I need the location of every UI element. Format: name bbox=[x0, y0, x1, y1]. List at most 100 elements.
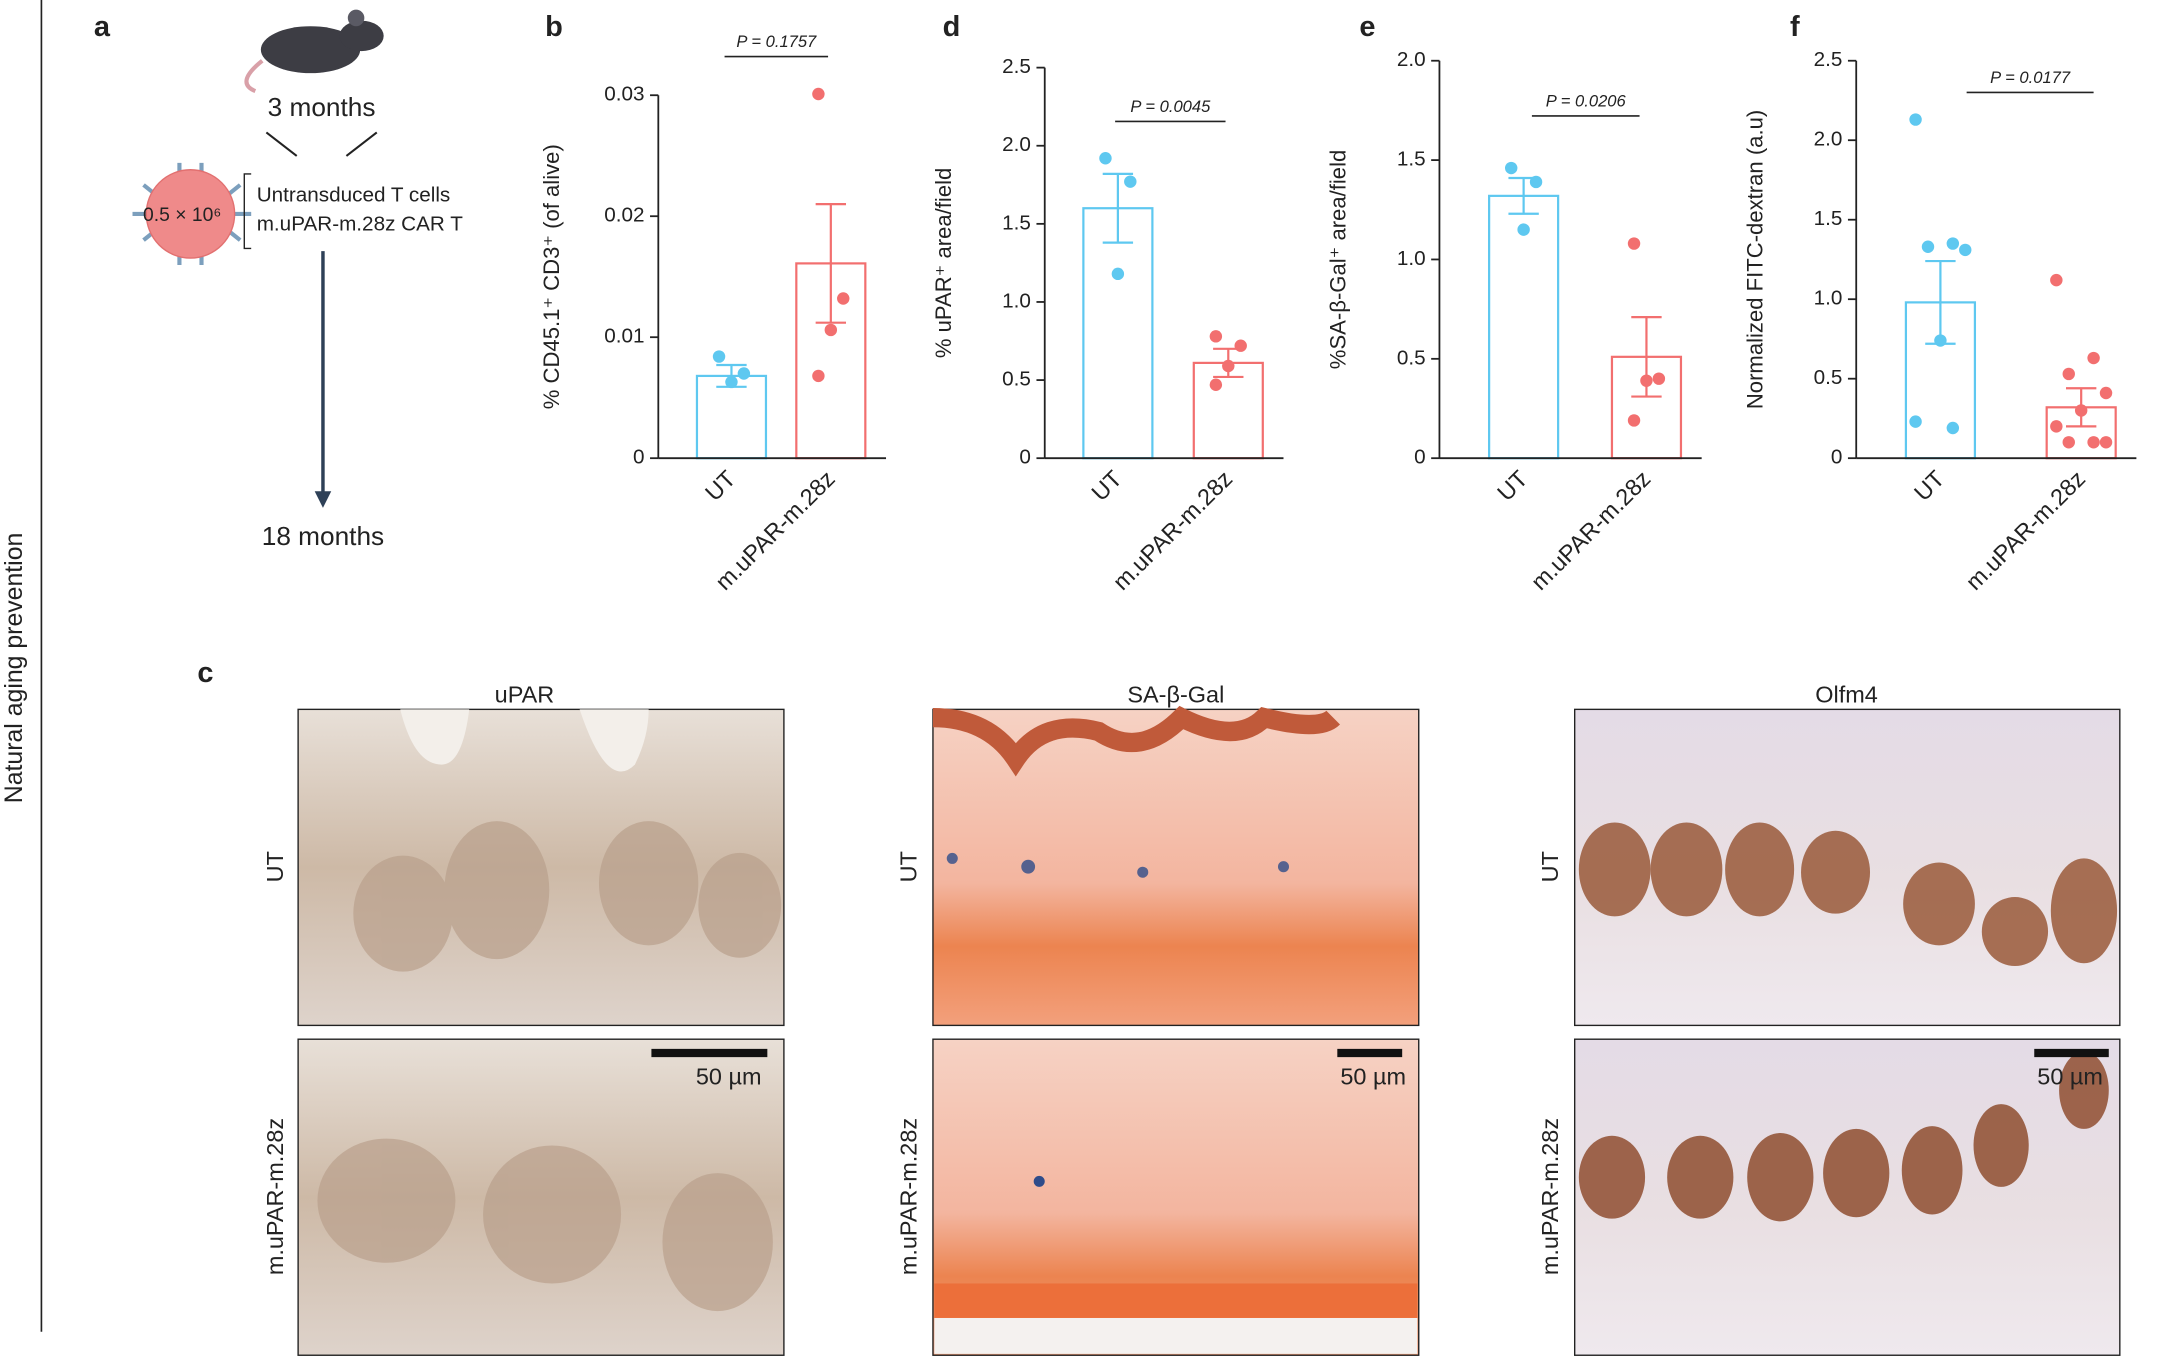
data-point bbox=[812, 369, 825, 383]
data-point bbox=[1959, 243, 1972, 257]
end-age: 18 months bbox=[262, 521, 384, 551]
x-tick-label: UT bbox=[1492, 465, 1532, 505]
y-tick-label: 0 bbox=[1831, 446, 1843, 469]
scale-bar-label: 50 µm bbox=[696, 1064, 762, 1090]
data-point bbox=[737, 367, 751, 380]
y-tick-label: 2.0 bbox=[1002, 133, 1031, 156]
p-value: P = 0.0177 bbox=[1990, 68, 2071, 87]
data-point bbox=[812, 87, 825, 101]
bracket bbox=[243, 173, 252, 250]
mouse-ear bbox=[347, 9, 365, 27]
y-tick-label: 0.03 bbox=[604, 83, 644, 106]
data-point bbox=[837, 292, 850, 305]
panel-a: a 3 months 0.5 × 10⁶ Untransduced T cell… bbox=[94, 9, 464, 551]
row-label: m.uPAR-m.28z bbox=[262, 1118, 288, 1275]
bar bbox=[1082, 207, 1154, 460]
column-label: SA-β-Gal bbox=[1127, 681, 1224, 707]
panel-letter: b bbox=[545, 11, 563, 43]
connector bbox=[345, 131, 378, 157]
y-tick-label: 1.0 bbox=[1397, 247, 1426, 270]
data-point bbox=[1111, 267, 1125, 281]
panel-c: c uPAR SA-β-Gal Olfm4 UT m.uPAR-m.28z UT… bbox=[197, 657, 2121, 1356]
y-axis-label: % uPAR⁺ area/field bbox=[931, 168, 956, 358]
row-label: UT bbox=[262, 851, 288, 882]
start-age: 3 months bbox=[268, 92, 376, 122]
x-tick-label: UT bbox=[1909, 465, 1949, 505]
data-point bbox=[2099, 436, 2113, 449]
micrograph bbox=[1573, 708, 2121, 1027]
micrograph bbox=[932, 705, 1420, 1027]
y-axis-label: Normalized FITC-dextran (a.u) bbox=[1742, 110, 1767, 409]
y-axis-label: %SA-β-Gal⁺ area/field bbox=[1326, 150, 1351, 369]
data-point bbox=[1909, 415, 1922, 428]
data-point bbox=[1209, 330, 1223, 343]
x-tick-label: m.uPAR-m.28z bbox=[1108, 465, 1238, 595]
data-point bbox=[1529, 175, 1543, 189]
side-label: Natural aging prevention bbox=[1, 533, 28, 804]
data-point bbox=[2050, 273, 2063, 287]
bar bbox=[695, 374, 768, 460]
y-tick-label: 0.5 bbox=[1814, 366, 1843, 389]
mouse bbox=[260, 26, 361, 74]
connector bbox=[265, 131, 298, 157]
y-tick-label: 0 bbox=[633, 446, 645, 469]
mouse-head bbox=[339, 20, 384, 52]
y-tick-label: 0.01 bbox=[604, 325, 644, 348]
x-tick-label: UT bbox=[700, 465, 740, 505]
y-tick-label: 2.0 bbox=[1814, 128, 1843, 151]
micrograph bbox=[932, 1038, 1420, 1356]
y-axis-label: % CD45.1⁺ CD3⁺ (of alive) bbox=[539, 144, 564, 409]
y-tick-label: 0.02 bbox=[604, 204, 644, 227]
y-tick-label: 0 bbox=[1019, 446, 1031, 469]
panel-letter: a bbox=[94, 11, 111, 43]
data-point bbox=[2074, 404, 2088, 417]
scale-bar-label: 50 µm bbox=[1340, 1064, 1406, 1090]
group-label: m.uPAR-m.28z CAR T bbox=[257, 212, 464, 235]
p-value: P = 0.0206 bbox=[1546, 91, 1627, 110]
x-tick-label: m.uPAR-m.28z bbox=[1961, 465, 2091, 595]
data-point bbox=[2099, 386, 2113, 400]
panel-letter: e bbox=[1359, 11, 1375, 43]
micrograph bbox=[1573, 1038, 2121, 1356]
data-point bbox=[1099, 152, 1112, 165]
y-tick-label: 2.5 bbox=[1002, 55, 1031, 78]
row-label: UT bbox=[895, 851, 921, 882]
x-tick-label: m.uPAR-m.28z bbox=[1526, 465, 1656, 595]
dose: 0.5 × 10⁶ bbox=[143, 205, 221, 226]
data-point bbox=[1934, 334, 1947, 347]
y-tick-label: 1.0 bbox=[1814, 287, 1843, 310]
data-point bbox=[824, 323, 838, 337]
data-point bbox=[1909, 113, 1922, 126]
micrograph bbox=[297, 708, 785, 1027]
data-point bbox=[2062, 436, 2075, 449]
data-point bbox=[1921, 240, 1935, 253]
column-label: uPAR bbox=[495, 681, 555, 707]
y-tick-label: 1.5 bbox=[1002, 211, 1031, 234]
row-label: UT bbox=[1537, 851, 1563, 882]
data-point bbox=[1627, 237, 1641, 250]
charts: b 0 0.01 0.02 0.03 % CD45.1⁺ CD3⁺ (of alive) U… bbox=[539, 11, 2137, 595]
p-value: P = 0.0045 bbox=[1130, 97, 1211, 116]
data-point bbox=[712, 350, 726, 363]
y-tick-label: 1.5 bbox=[1814, 207, 1843, 230]
group-label: Untransduced T cells bbox=[257, 183, 451, 206]
panel-letter: c bbox=[197, 657, 213, 689]
data-point bbox=[1627, 414, 1641, 427]
data-point bbox=[1946, 237, 1960, 250]
p-value: P = 0.1757 bbox=[736, 32, 817, 51]
y-tick-label: 0.5 bbox=[1002, 368, 1031, 391]
data-point bbox=[725, 375, 738, 389]
data-point bbox=[1234, 339, 1247, 352]
data-point bbox=[1222, 359, 1235, 373]
micrograph bbox=[297, 1038, 785, 1356]
t-cell bbox=[145, 169, 236, 259]
y-tick-label: 1.0 bbox=[1002, 289, 1031, 312]
data-point bbox=[2087, 436, 2100, 449]
row-label: m.uPAR-m.28z bbox=[1537, 1118, 1563, 1275]
data-point bbox=[2087, 351, 2100, 365]
data-point bbox=[1946, 421, 1960, 435]
data-point bbox=[1640, 374, 1653, 387]
data-point bbox=[1209, 378, 1223, 391]
y-tick-label: 2.0 bbox=[1397, 48, 1426, 71]
